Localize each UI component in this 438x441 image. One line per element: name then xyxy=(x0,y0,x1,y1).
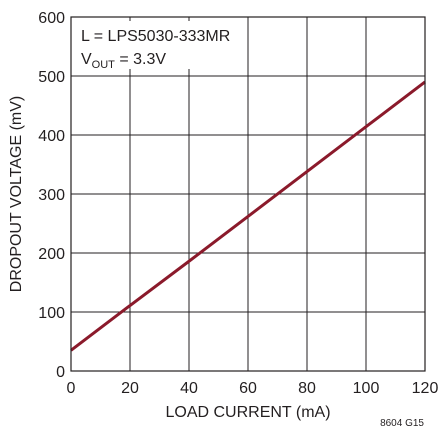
plot-frame xyxy=(70,16,426,372)
y-tick-label: 200 xyxy=(38,246,65,263)
vout-value: = 3.3V xyxy=(115,51,166,68)
y-tick-label: 0 xyxy=(56,364,65,381)
series-line xyxy=(70,80,426,352)
figure-code: 8604 G15 xyxy=(380,418,424,429)
grid xyxy=(71,17,425,371)
vout-prefix: V xyxy=(81,51,92,68)
vout-annotation: VOUT = 3.3V xyxy=(81,51,166,71)
x-axis-title: LOAD CURRENT (mA) xyxy=(165,404,330,421)
x-tick-label: 120 xyxy=(412,380,438,397)
y-tick-labels: 0 100 200 300 400 500 600 xyxy=(38,10,65,381)
y-tick-label: 300 xyxy=(38,187,65,204)
y-tick-label: 400 xyxy=(38,128,65,145)
x-tick-label: 20 xyxy=(121,380,139,397)
inductor-annotation: L = LPS5030-333MR xyxy=(81,28,230,45)
annotation-background xyxy=(75,21,245,69)
series-layer xyxy=(70,80,426,352)
x-tick-label: 80 xyxy=(298,380,316,397)
x-tick-label: 0 xyxy=(67,380,76,397)
y-tick-label: 100 xyxy=(38,305,65,322)
x-tick-label: 40 xyxy=(180,380,198,397)
x-tick-labels: 0 20 40 60 80 100 120 xyxy=(67,380,438,397)
vout-subscript: OUT xyxy=(92,59,116,71)
y-axis-title: DROPOUT VOLTAGE (mV) xyxy=(8,96,25,292)
x-tick-label: 60 xyxy=(239,380,257,397)
x-tick-label: 100 xyxy=(353,380,380,397)
y-tick-label: 500 xyxy=(38,69,65,86)
y-tick-label: 600 xyxy=(38,10,65,27)
